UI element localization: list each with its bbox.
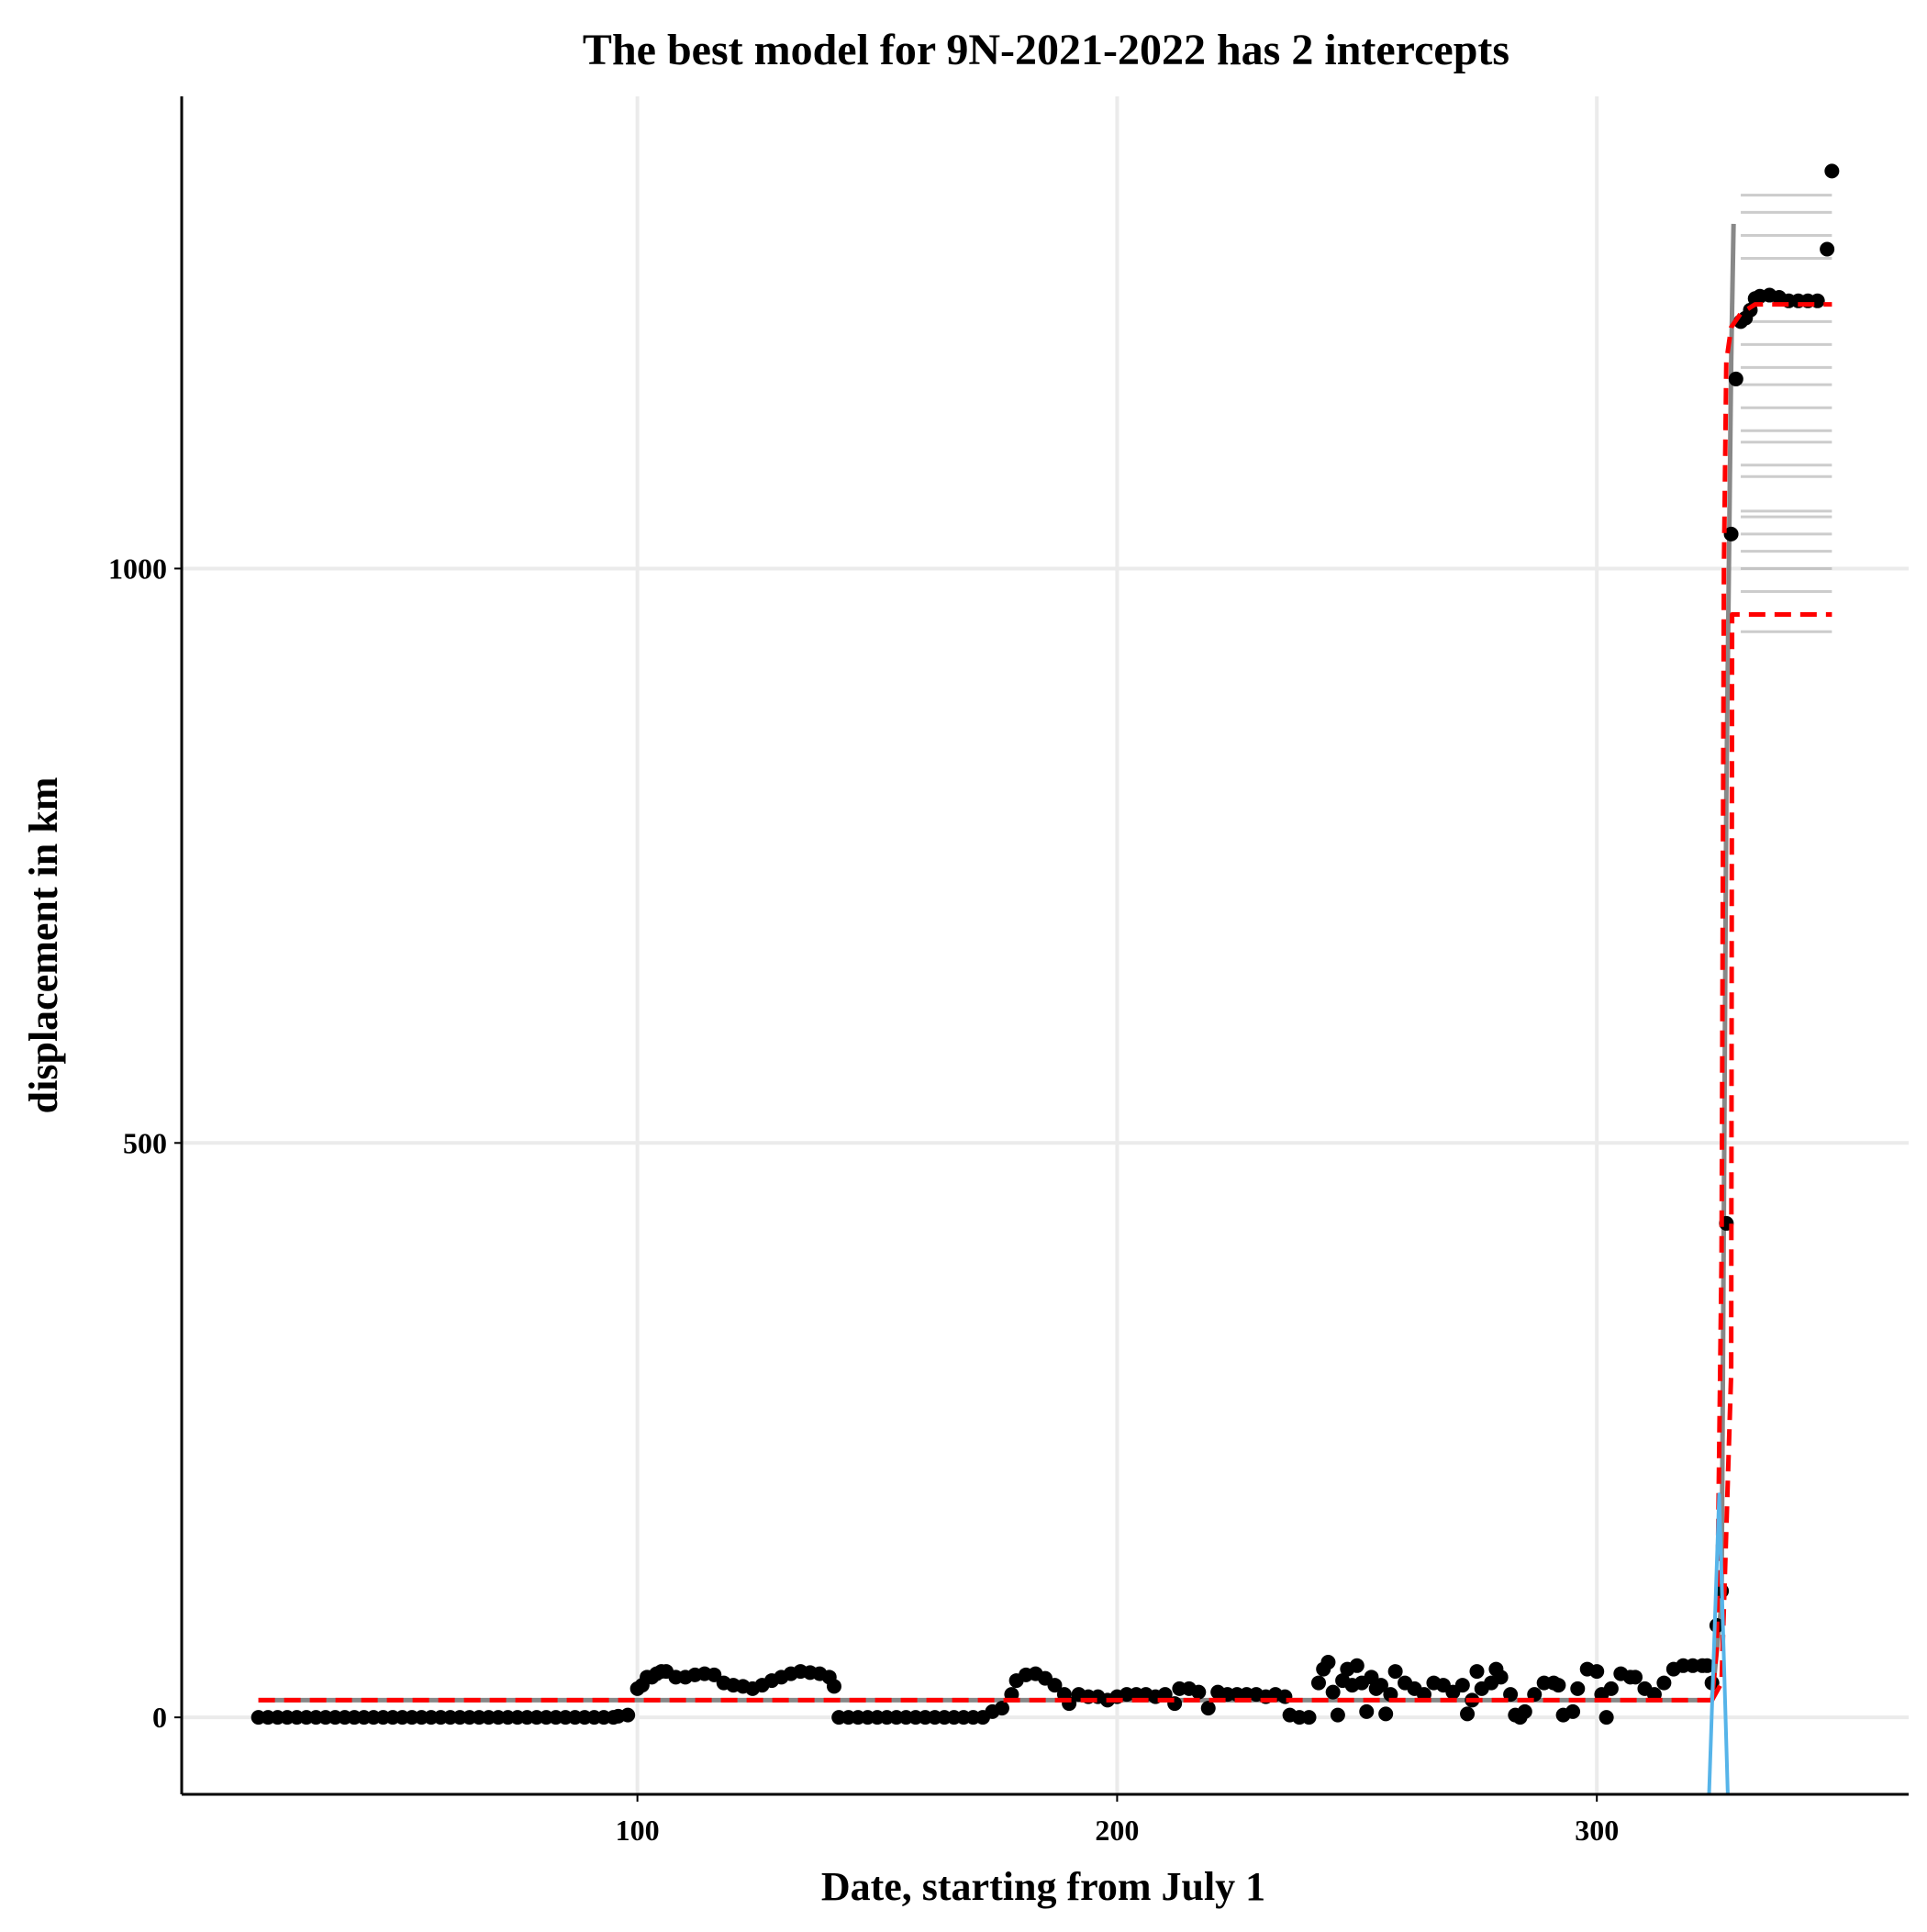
- data-point: [1191, 1684, 1207, 1700]
- marks: [251, 163, 1840, 1795]
- data-point: [1824, 163, 1840, 179]
- y-axis-label: displacement in km: [21, 777, 66, 1114]
- data-point: [1325, 1684, 1341, 1700]
- x-axis-label: Date, starting from July 1: [821, 1864, 1265, 1909]
- data-point: [1517, 1703, 1532, 1719]
- data-point: [1454, 1678, 1470, 1693]
- data-point: [1589, 1664, 1605, 1680]
- data-point: [994, 1701, 1009, 1716]
- data-point: [1598, 1710, 1614, 1725]
- data-point: [1728, 371, 1743, 386]
- data-point: [826, 1679, 841, 1694]
- data-point: [620, 1707, 636, 1723]
- data-point: [1603, 1681, 1619, 1696]
- data-point: [1820, 241, 1835, 257]
- x-tick-label: 200: [1095, 1814, 1139, 1847]
- y-tick-label: 1000: [108, 552, 167, 585]
- fit-line: [1710, 612, 1832, 1702]
- x-tick-label: 300: [1575, 1814, 1619, 1847]
- y-tick-label: 0: [152, 1701, 167, 1734]
- data-point: [1699, 1658, 1715, 1673]
- data-point: [1047, 1678, 1063, 1693]
- data-point: [1364, 1670, 1379, 1685]
- chart-title: The best model for 9N-2021-2022 has 2 in…: [583, 26, 1509, 74]
- data-point: [1387, 1664, 1403, 1680]
- data-point: [1565, 1703, 1581, 1719]
- data-point: [1570, 1681, 1586, 1696]
- data-point: [1551, 1678, 1566, 1693]
- fit-line: [1707, 1492, 1730, 1795]
- data-point: [1373, 1678, 1388, 1693]
- data-point: [1628, 1670, 1643, 1685]
- data-point: [1469, 1664, 1485, 1680]
- data-point: [1723, 526, 1739, 542]
- data-point: [1349, 1658, 1364, 1673]
- data-point: [1493, 1670, 1509, 1685]
- data-point: [1301, 1710, 1317, 1725]
- y-tick-label: 500: [123, 1126, 167, 1159]
- data-point: [1460, 1706, 1476, 1722]
- data-point: [1310, 1675, 1326, 1691]
- x-tick-label: 100: [616, 1814, 660, 1847]
- data-point: [1359, 1703, 1375, 1719]
- data-point: [1656, 1675, 1672, 1691]
- data-point: [1320, 1655, 1336, 1670]
- data-point: [1200, 1701, 1216, 1716]
- data-point: [707, 1667, 722, 1682]
- data-point: [1330, 1707, 1345, 1723]
- data-point: [1378, 1706, 1394, 1722]
